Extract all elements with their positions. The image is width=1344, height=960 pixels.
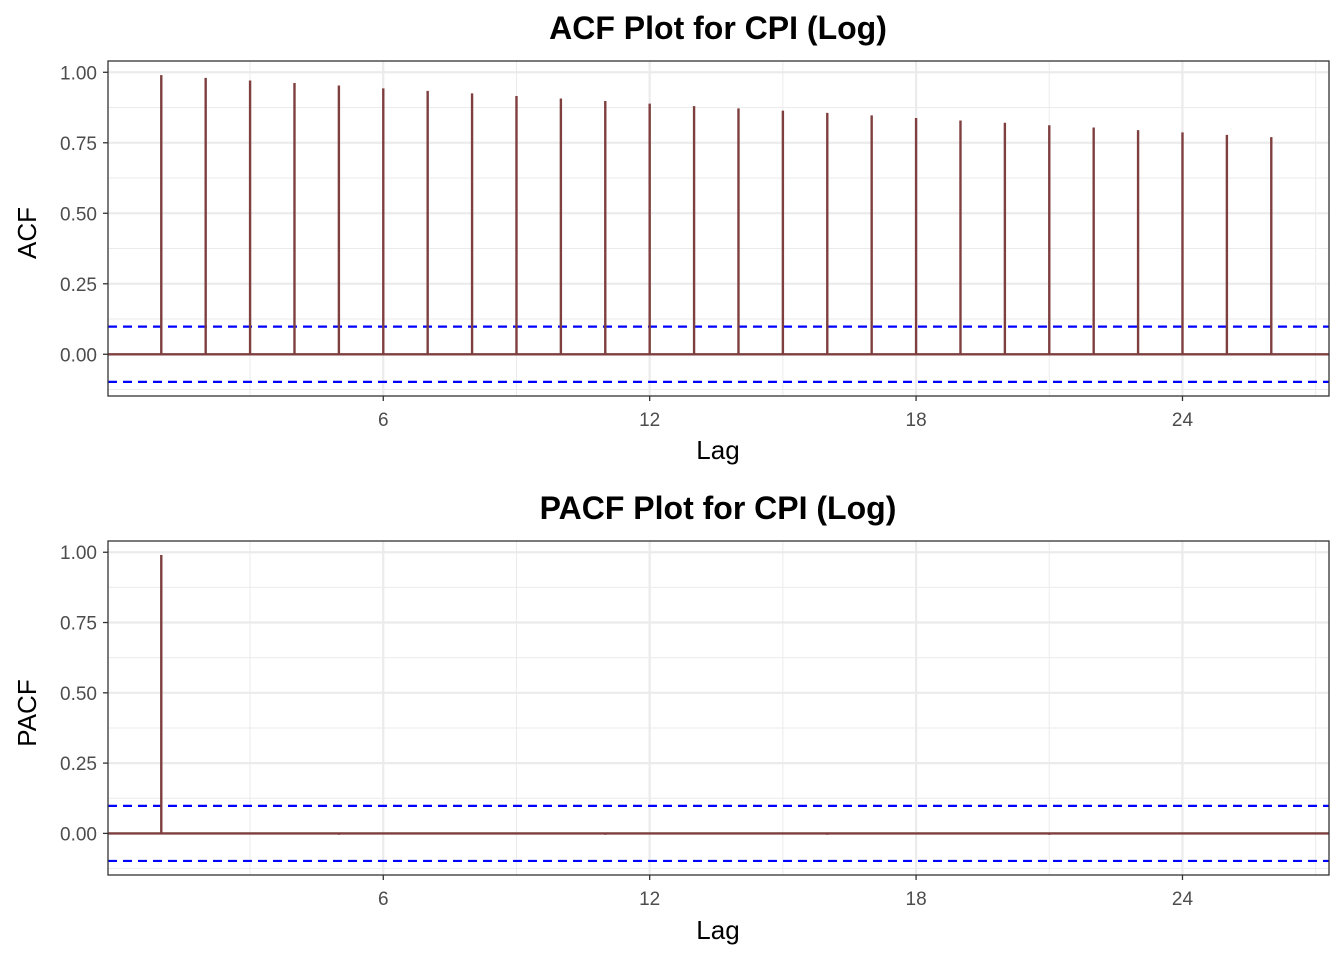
acf-plot-frame	[107, 60, 1330, 397]
acf-title: ACF Plot for CPI (Log)	[549, 10, 887, 46]
pacf-title: PACF Plot for CPI (Log)	[540, 490, 897, 526]
acf-x-axis-label: Lag	[696, 435, 739, 465]
acf-x-tick-label: 24	[1172, 410, 1194, 431]
pacf-y-ticks: 0.00 0.25 0.50 0.75 1.00	[60, 543, 108, 845]
acf-y-tick-label: 0.25	[60, 275, 97, 296]
pacf-y-axis-label: PACF	[12, 679, 42, 746]
pacf-y-tick-label: 0.25	[60, 754, 97, 775]
pacf-x-axis-label: Lag	[696, 915, 739, 945]
acf-confidence-bounds	[108, 325, 1329, 384]
pacf-x-tick-label: 12	[639, 889, 660, 910]
acf-y-tick-label: 0.50	[60, 204, 97, 225]
acf-gridlines	[108, 61, 1329, 396]
acf-x-tick-label: 6	[378, 410, 389, 431]
acf-x-tick-label: 12	[639, 410, 660, 431]
acf-panel: ACF Plot for CPI (Log) 0.00 0.25 0.50 0.75 1…	[12, 10, 1330, 465]
pacf-y-tick-label: 1.00	[60, 543, 97, 564]
acf-y-tick-label: 0.75	[60, 134, 97, 155]
acf-x-ticks: 6 12 18 24	[378, 396, 1193, 431]
acf-y-tick-label: 1.00	[60, 63, 97, 84]
pacf-x-tick-label: 24	[1172, 889, 1194, 910]
pacf-y-tick-label: 0.00	[60, 824, 97, 845]
acf-y-tick-label: 0.00	[60, 345, 97, 366]
pacf-x-ticks: 6 12 18 24	[378, 875, 1193, 910]
pacf-x-tick-label: 18	[906, 889, 927, 910]
pacf-plot-frame	[107, 540, 1330, 876]
pacf-panel: PACF Plot for CPI (Log) 0.00 0.25 0.50 0.75…	[12, 490, 1330, 945]
pacf-x-tick-label: 6	[378, 889, 389, 910]
acf-y-axis-label: ACF	[12, 207, 42, 259]
acf-y-ticks: 0.00 0.25 0.50 0.75 1.00	[60, 63, 108, 366]
pacf-y-tick-label: 0.50	[60, 684, 97, 705]
pacf-bars	[108, 555, 1329, 835]
pacf-gridlines	[108, 541, 1329, 875]
pacf-confidence-bounds	[108, 804, 1329, 863]
pacf-y-tick-label: 0.75	[60, 614, 97, 635]
acf-x-tick-label: 18	[906, 410, 927, 431]
acf-bars	[108, 75, 1329, 356]
